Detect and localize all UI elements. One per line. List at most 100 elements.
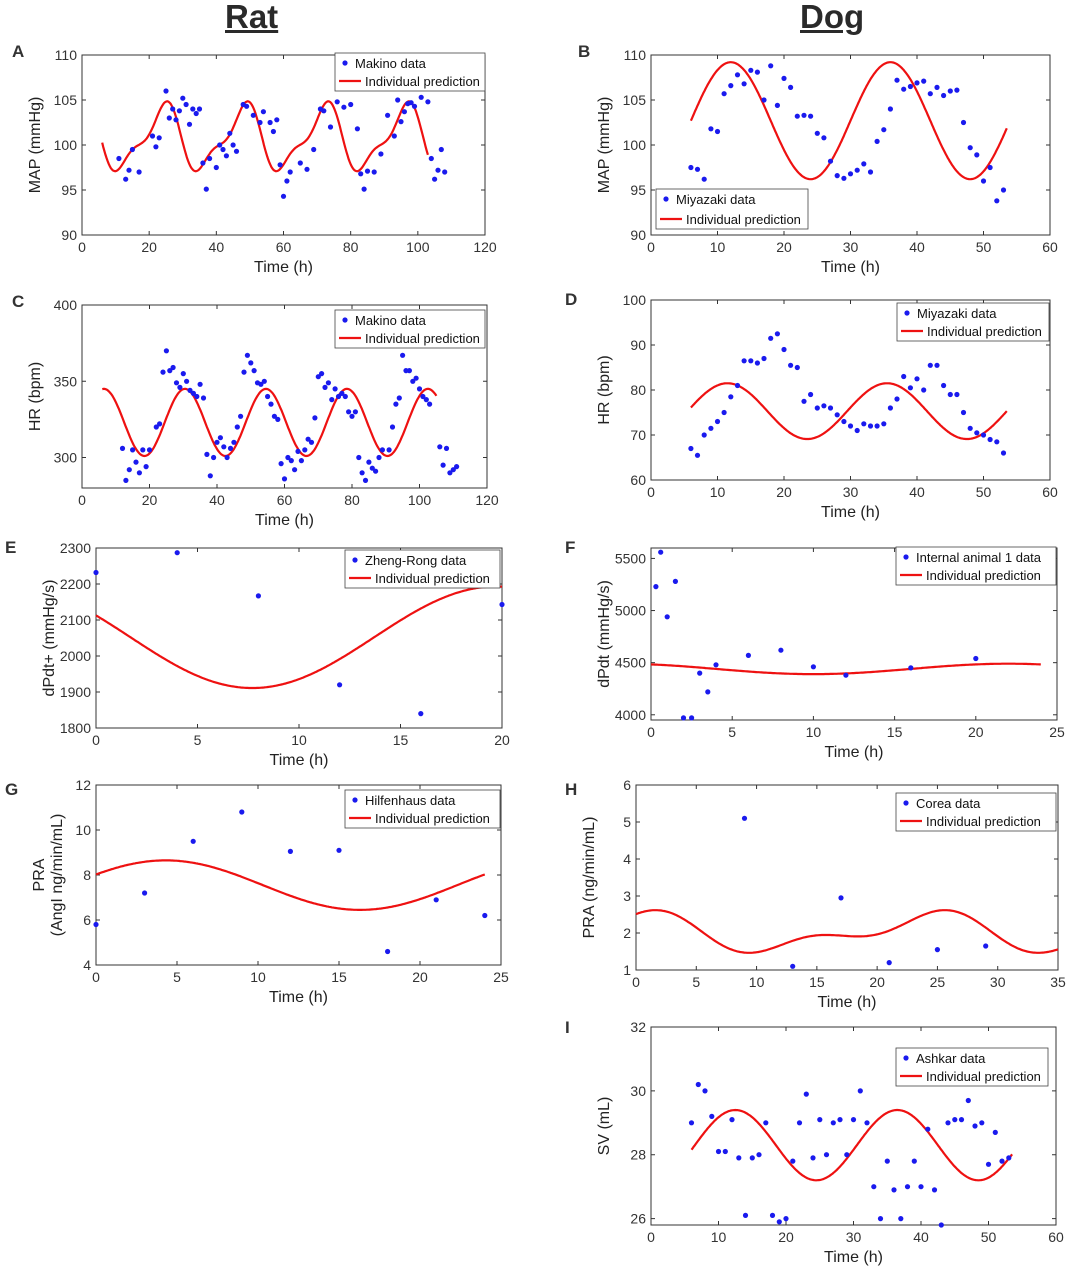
data-point	[244, 352, 250, 358]
panel-letter-E: E	[5, 538, 17, 557]
data-point	[810, 1155, 816, 1161]
data-point	[871, 1184, 877, 1190]
x-tick-label: 20	[776, 239, 792, 255]
data-point	[270, 128, 276, 135]
x-tick-label: 60	[1042, 239, 1058, 255]
data-point	[327, 124, 334, 130]
data-point	[337, 682, 343, 688]
data-point	[973, 655, 979, 662]
legend: Hilfenhaus data Individual prediction	[344, 789, 501, 829]
data-point	[830, 1120, 836, 1126]
legend-data-marker	[904, 310, 910, 316]
data-point	[190, 390, 196, 396]
y-tick-label: 32	[630, 1019, 646, 1035]
data-point	[1006, 1155, 1012, 1161]
data-point	[914, 80, 920, 86]
data-point	[927, 362, 933, 368]
data-point	[400, 352, 406, 358]
data-point	[843, 672, 849, 678]
legend-data-label: Miyazaki data	[917, 306, 997, 321]
data-point	[251, 368, 257, 374]
data-point	[741, 358, 747, 364]
y-axis-label: PRA (ng/min/mL)	[581, 817, 598, 939]
x-tick-label: 10	[291, 732, 307, 748]
data-point	[123, 477, 129, 483]
data-point	[980, 432, 987, 438]
data-point	[850, 1117, 857, 1123]
data-point	[143, 464, 149, 470]
data-point	[126, 167, 132, 173]
data-point	[146, 447, 153, 453]
data-point	[763, 1120, 769, 1126]
data-point	[947, 391, 953, 398]
data-point	[297, 160, 303, 166]
data-point	[319, 371, 325, 377]
data-point	[974, 152, 980, 158]
data-point	[714, 418, 721, 425]
data-point	[378, 151, 384, 157]
data-point	[157, 421, 163, 427]
data-point	[999, 1158, 1005, 1164]
data-point	[741, 815, 748, 821]
data-point	[366, 459, 372, 465]
data-point	[708, 425, 714, 431]
data-point	[790, 963, 796, 969]
data-point	[695, 1081, 701, 1088]
data-point	[364, 168, 371, 174]
x-axis-label: Time (h)	[818, 994, 877, 1011]
data-point	[857, 1088, 863, 1094]
legend-data-marker	[342, 317, 348, 323]
y-tick-label: 28	[630, 1147, 646, 1163]
data-point	[742, 1212, 749, 1218]
x-tick-label: 60	[277, 492, 293, 508]
data-point	[231, 439, 237, 445]
data-point	[440, 462, 446, 468]
data-point	[823, 1152, 830, 1158]
data-point	[918, 1184, 924, 1190]
prediction-line	[101, 100, 429, 173]
data-point	[230, 142, 236, 148]
data-point	[778, 647, 784, 653]
data-point	[701, 432, 707, 438]
data-point	[207, 473, 213, 479]
y-tick-label: 105	[54, 92, 78, 108]
legend: Zheng-Rong data Individual prediction	[344, 549, 501, 589]
y-tick-label: 70	[630, 427, 646, 443]
y-tick-label: 90	[630, 337, 646, 353]
data-point	[776, 1219, 782, 1225]
data-point	[257, 119, 263, 126]
prediction-line	[95, 859, 486, 911]
data-point	[149, 133, 156, 139]
x-tick-label: 5	[692, 974, 700, 990]
legend-prediction-label: Individual prediction	[365, 74, 480, 89]
data-point	[329, 397, 335, 403]
legend-data-label: Zheng-Rong data	[365, 553, 467, 568]
x-tick-label: 10	[806, 724, 822, 740]
data-point	[133, 459, 139, 465]
legend-prediction-label: Individual prediction	[926, 1069, 1041, 1084]
data-point	[874, 138, 880, 144]
data-point	[941, 92, 947, 99]
data-point	[754, 360, 761, 366]
data-point	[861, 421, 867, 427]
x-tick-label: 120	[475, 492, 499, 508]
data-point	[312, 415, 318, 421]
data-point	[854, 167, 860, 173]
data-point	[987, 436, 993, 443]
legend: Miyazaki data Individual prediction	[896, 302, 1050, 342]
data-point	[438, 146, 444, 153]
data-point	[734, 382, 741, 389]
legend: Internal animal 1 data Individual predict…	[895, 546, 1057, 586]
data-point	[369, 465, 375, 471]
data-point	[140, 447, 146, 453]
y-axis-label: HR (bpm)	[27, 362, 44, 431]
x-tick-label: 20	[776, 484, 792, 500]
x-axis-label: Time (h)	[255, 512, 314, 529]
data-point	[960, 409, 967, 416]
data-point	[129, 146, 135, 153]
data-point	[709, 1113, 715, 1119]
x-tick-label: 10	[710, 239, 726, 255]
y-tick-label: 4	[83, 957, 91, 973]
data-point	[803, 1091, 809, 1097]
data-point	[401, 109, 407, 115]
